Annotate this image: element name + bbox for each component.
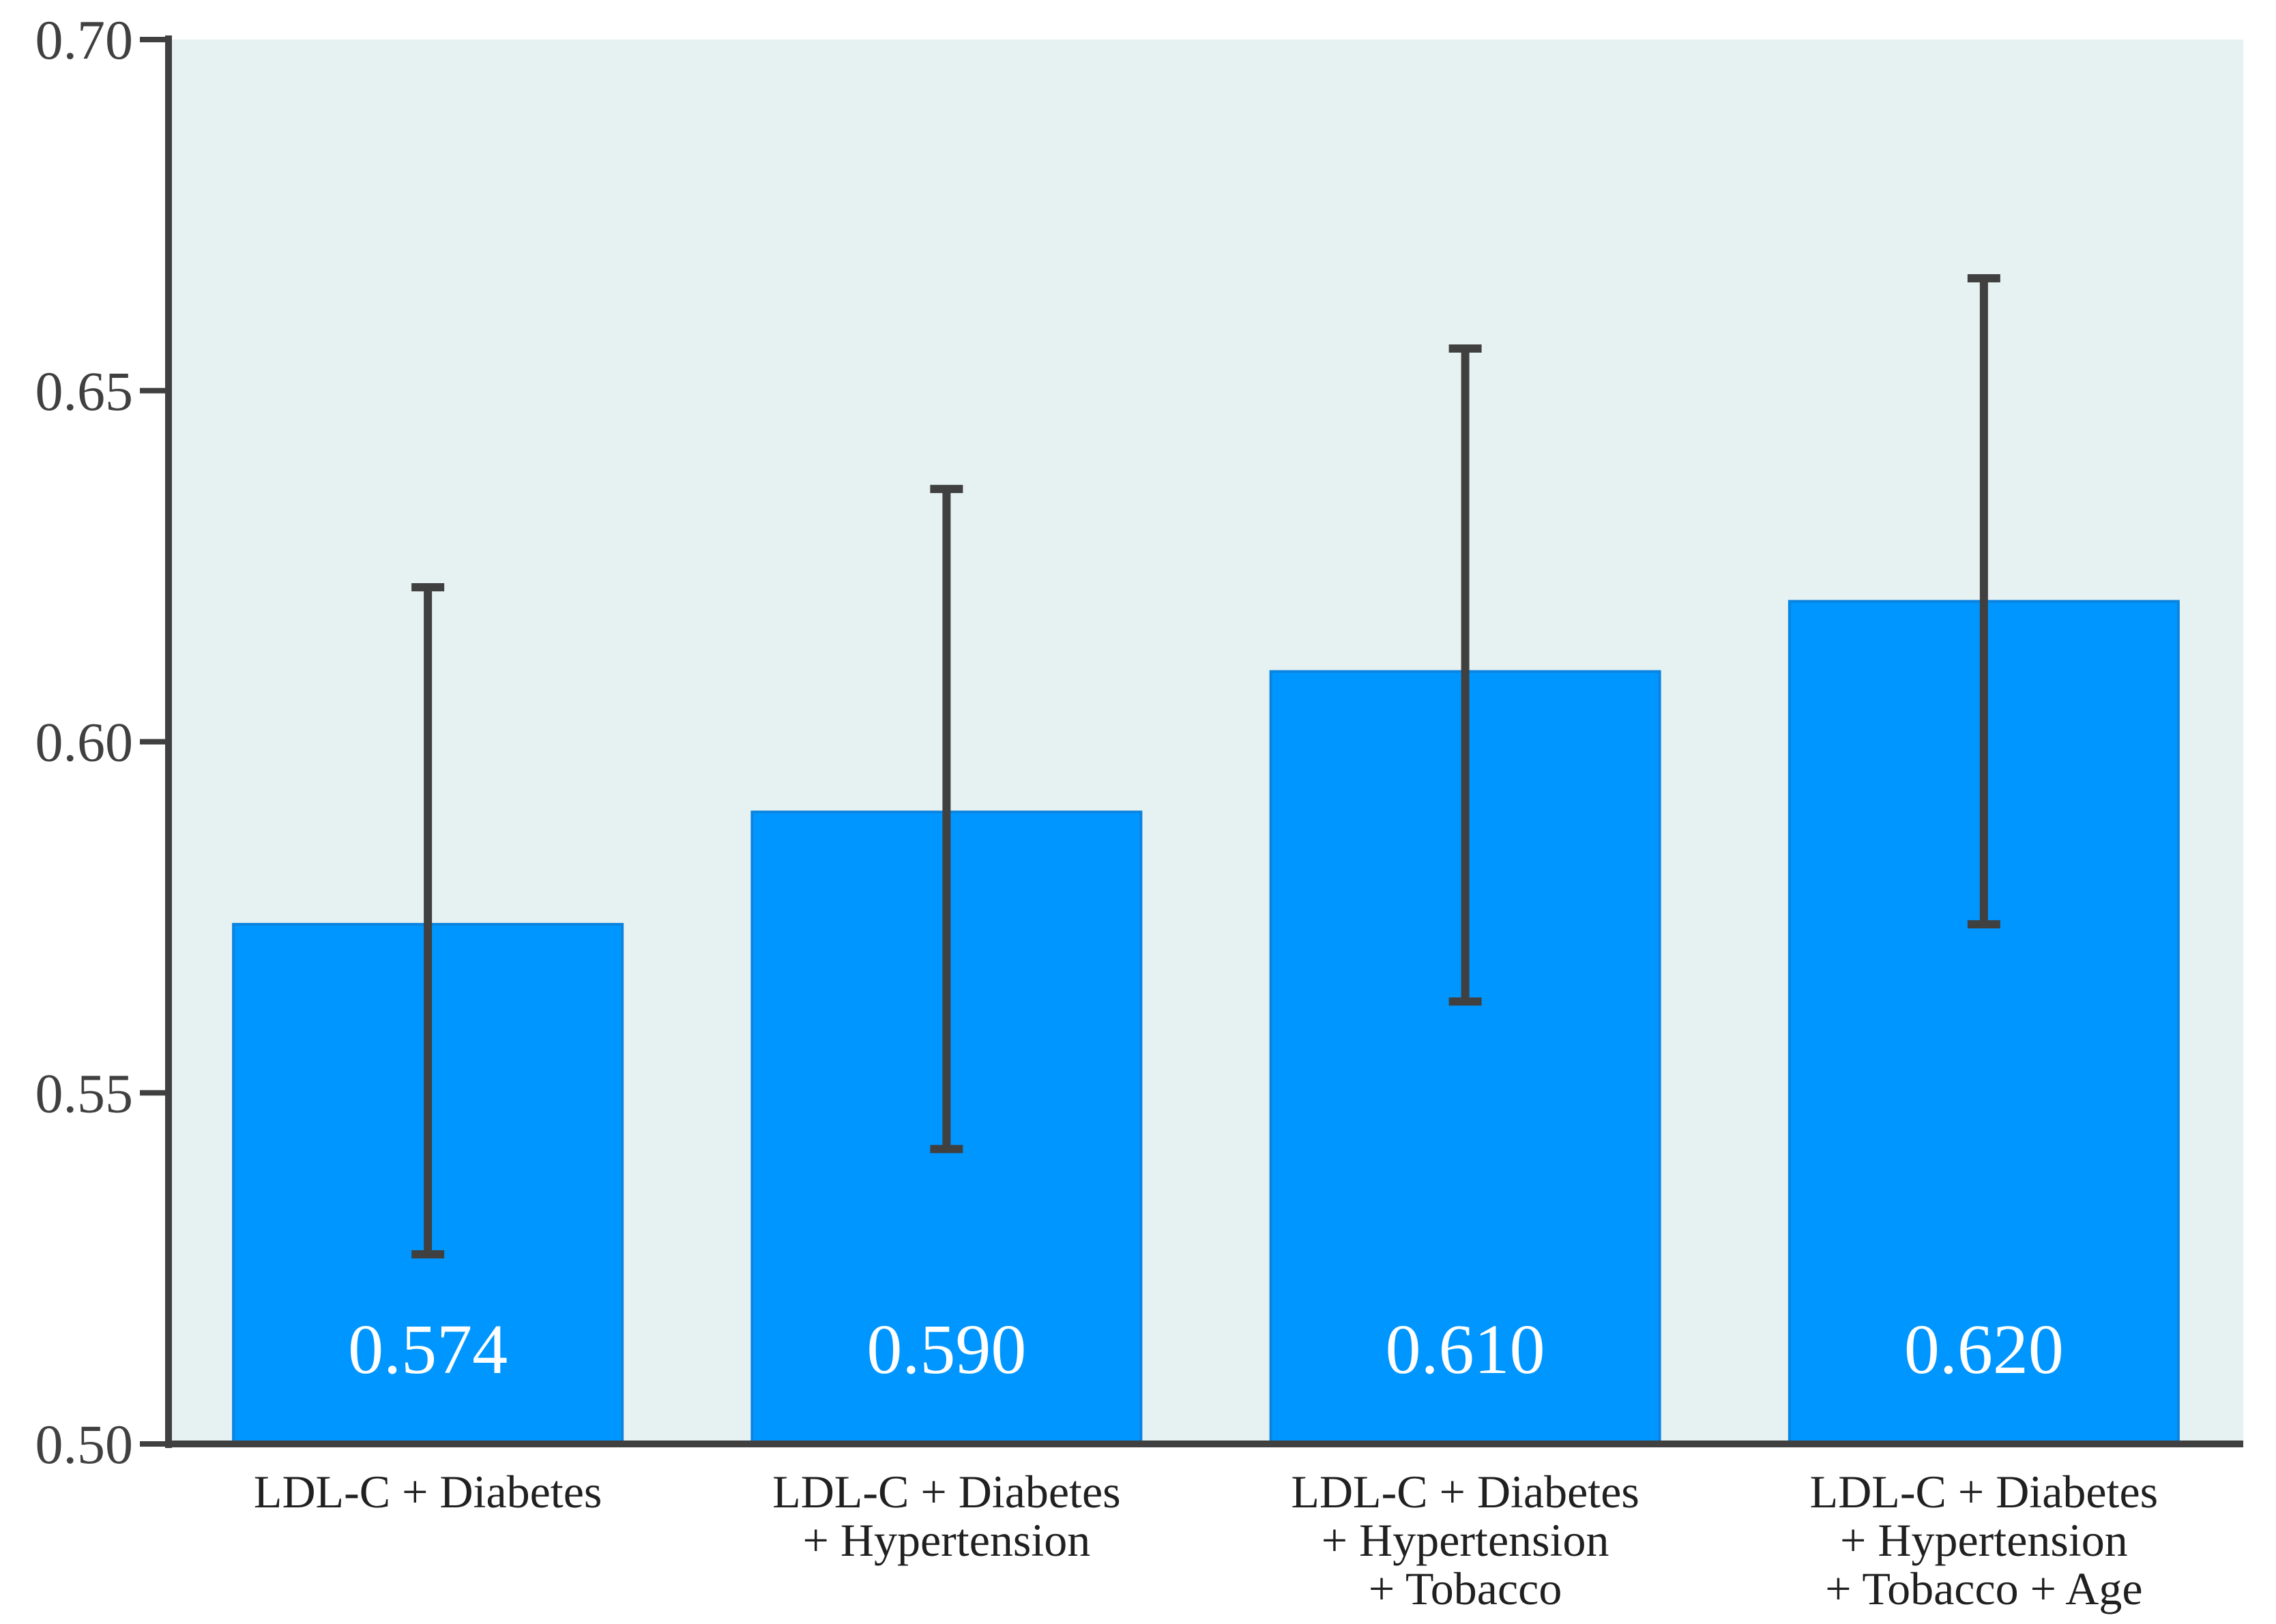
category-label-line: LDL-C + Diabetes xyxy=(1291,1466,1639,1518)
category-label-4: LDL-C + Diabetes + Hypertension + Tobacco … xyxy=(1810,1466,2158,1614)
value-label-1: 0.574 xyxy=(348,1310,508,1389)
category-label-line: + Tobacco xyxy=(1369,1563,1562,1614)
error-bars-group xyxy=(411,274,2000,1259)
category-label-line: LDL-C + Diabetes xyxy=(254,1466,602,1518)
value-labels-group: 0.574 0.590 0.610 0.620 xyxy=(348,1310,2064,1389)
value-label-3: 0.610 xyxy=(1386,1310,1545,1389)
category-label-2: LDL-C + Diabetes + Hypertension xyxy=(772,1466,1120,1566)
category-label-line: + Tobacco + Age xyxy=(1825,1563,2142,1614)
y-tick-label-3: 0.60 xyxy=(35,711,134,773)
category-label-line: LDL-C + Diabetes xyxy=(1810,1466,2158,1518)
category-label-line: + Hypertension xyxy=(803,1514,1091,1566)
category-label-line: + Hypertension xyxy=(1322,1514,1609,1566)
y-tick-label-1: 0.50 xyxy=(35,1413,134,1475)
y-tick-label-5: 0.70 xyxy=(35,9,134,71)
category-label-line: LDL-C + Diabetes xyxy=(772,1466,1120,1518)
y-tick-label-2: 0.55 xyxy=(35,1062,134,1124)
value-label-4: 0.620 xyxy=(1904,1310,2064,1389)
category-label-1: LDL-C + Diabetes xyxy=(254,1466,602,1518)
y-ticks-group: 0.50 0.55 0.60 0.65 0.70 xyxy=(35,9,169,1475)
category-label-line: + Hypertension xyxy=(1840,1514,2128,1566)
y-tick-label-4: 0.65 xyxy=(35,360,134,422)
x-category-labels-group: LDL-C + Diabetes LDL-C + Diabetes + Hypert… xyxy=(254,1466,2158,1614)
category-label-3: LDL-C + Diabetes + Hypertension + Tobacco xyxy=(1291,1466,1639,1614)
value-label-2: 0.590 xyxy=(866,1310,1026,1389)
